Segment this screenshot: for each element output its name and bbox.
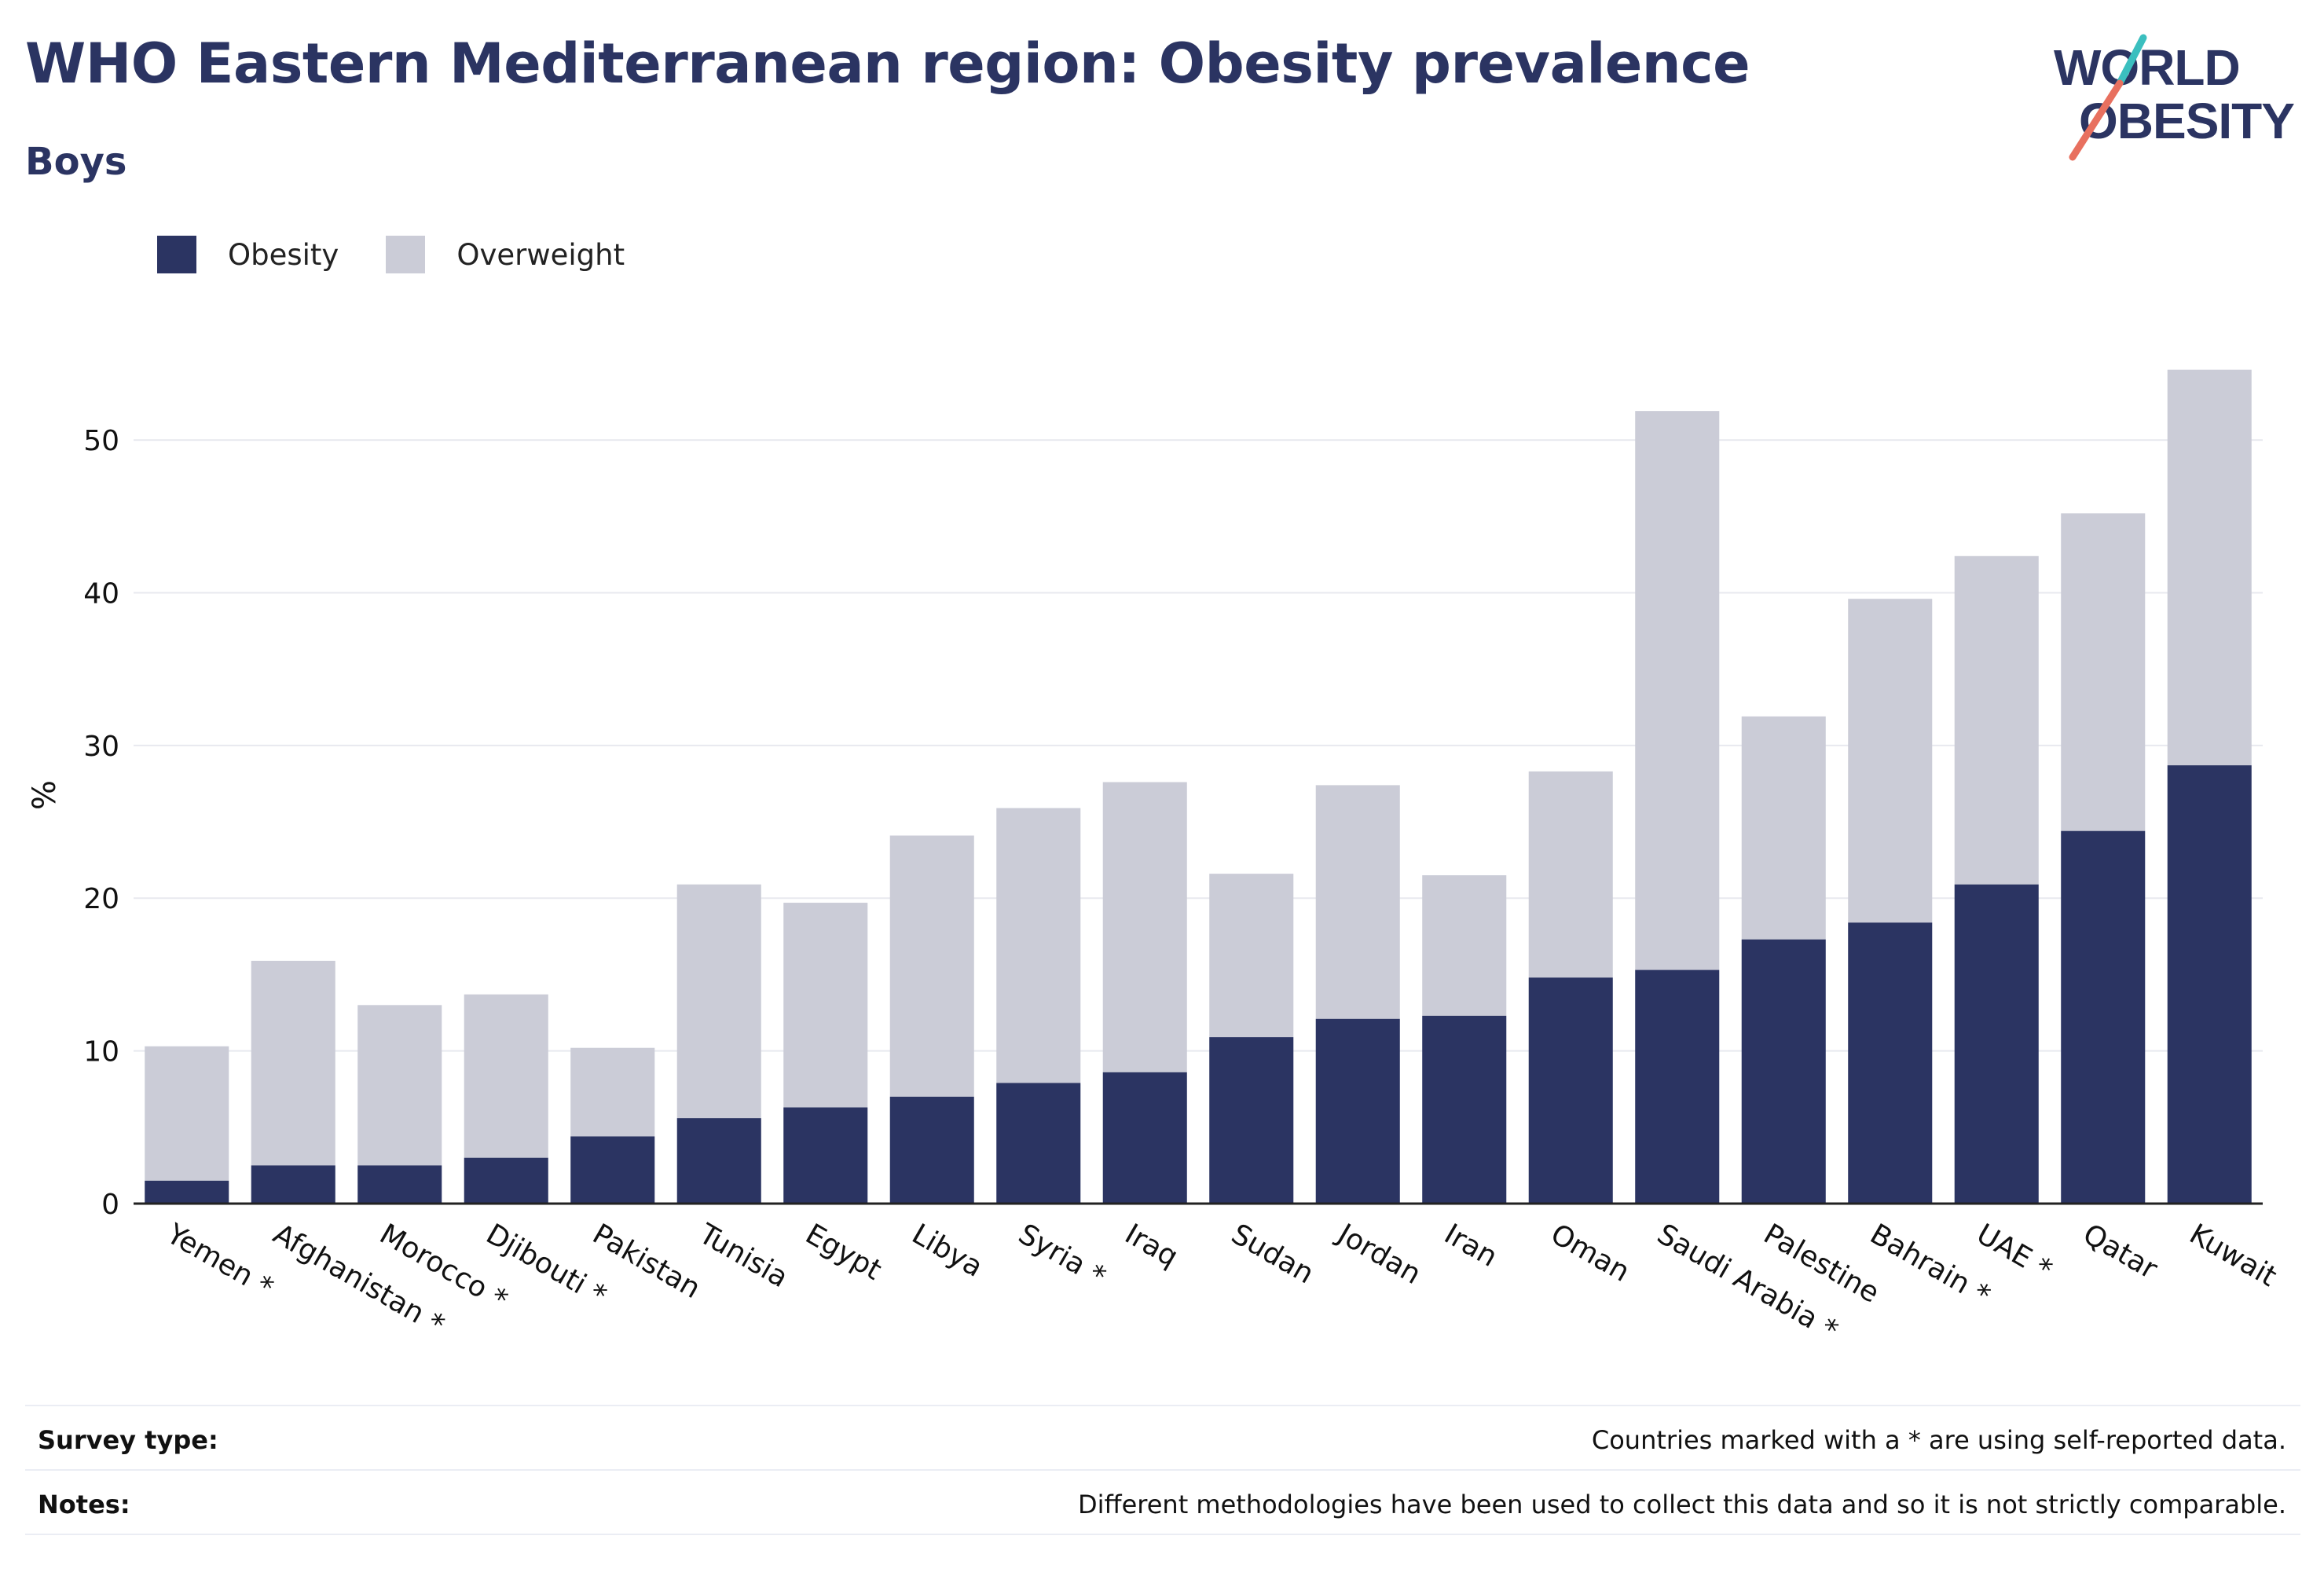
y-tick-label: 20 — [83, 883, 119, 915]
bar-overweight — [1848, 599, 1933, 923]
bar-obesity — [676, 1118, 761, 1204]
bar-obesity — [1741, 939, 1826, 1204]
x-tick-label: Sudan — [1226, 1218, 1319, 1290]
world-obesity-logo: WORLD OBESITY — [2054, 34, 2295, 161]
x-tick-label: Jordan — [1331, 1217, 1426, 1291]
bar-obesity — [1528, 977, 1613, 1204]
x-tick-label: Qatar — [2077, 1218, 2162, 1285]
logo-text-world: WORLD — [2054, 39, 2240, 96]
x-tick-label: Iran — [1439, 1218, 1502, 1274]
chart-title: WHO Eastern Mediterranean region: Obesit… — [25, 31, 1750, 96]
bar-obesity — [1209, 1037, 1294, 1204]
bar-overweight — [570, 1047, 655, 1137]
bar-chart: 0 10 20 30 40 50 Yemen *Afghanistan *Morocco … — [27, 369, 2282, 1347]
x-tick-label: Kuwait — [2184, 1218, 2282, 1293]
bar-obesity — [1635, 969, 1720, 1204]
y-axis-label: % — [27, 780, 63, 810]
bar-overweight — [2061, 513, 2146, 831]
legend-label-obesity: Obesity — [228, 237, 339, 272]
footer-divider-middle — [25, 1469, 2300, 1471]
x-tick-label: Yemen * — [160, 1218, 278, 1304]
bar-obesity — [889, 1096, 974, 1204]
bar-obesity — [2167, 765, 2252, 1204]
bar-obesity — [2061, 830, 2146, 1204]
bar-overweight — [251, 960, 335, 1166]
bar-overweight — [1528, 771, 1613, 978]
y-tick-label: 40 — [83, 577, 119, 610]
bar-obesity — [570, 1136, 655, 1204]
notes-label: Notes: — [38, 1490, 130, 1519]
bar-overweight — [1954, 555, 2039, 885]
x-tick-label: Syria * — [1013, 1218, 1111, 1293]
bar-obesity — [1848, 922, 1933, 1204]
survey-type-text: Countries marked with a * are using self… — [1591, 1425, 2286, 1455]
x-tick-label: Egypt — [800, 1218, 886, 1286]
survey-type-label: Survey type: — [38, 1425, 218, 1455]
y-tick-label: 50 — [83, 425, 119, 457]
bar-overweight — [1102, 782, 1187, 1072]
bar-overweight — [1422, 875, 1507, 1016]
bar-obesity — [1102, 1072, 1187, 1204]
chart-subtitle: Boys — [25, 140, 127, 184]
bar-obesity — [996, 1083, 1081, 1204]
logo-slash-coral — [2069, 79, 2124, 161]
legend-item-overweight: Overweight — [386, 236, 625, 273]
bar-overweight — [1635, 411, 1720, 970]
y-tick-label: 0 — [101, 1189, 119, 1221]
legend-item-obesity: Obesity — [157, 236, 339, 273]
legend-swatch-obesity — [157, 236, 196, 273]
bar-obesity — [1315, 1018, 1400, 1204]
bar-overweight — [1209, 874, 1294, 1038]
footer-divider-top — [25, 1405, 2300, 1406]
x-tick-label: UAE * — [1971, 1218, 2058, 1286]
bar-obesity — [783, 1107, 868, 1204]
y-tick-label: 30 — [83, 731, 119, 763]
bars — [145, 369, 2252, 1204]
bar-obesity — [1954, 884, 2039, 1204]
footer-divider-bottom — [25, 1534, 2300, 1535]
x-tick-label: Bahrain * — [1864, 1218, 1996, 1312]
bar-obesity — [1422, 1015, 1507, 1204]
x-tick-label: Iraq — [1120, 1218, 1183, 1274]
x-tick-label: Libya — [907, 1218, 988, 1284]
bar-overweight — [357, 1005, 442, 1166]
gridlines — [134, 439, 2263, 1052]
x-axis-ticks: Yemen *Afghanistan *Morocco *Djibouti *P… — [160, 1217, 2282, 1347]
legend-swatch-overweight — [386, 236, 426, 273]
bar-overweight — [996, 808, 1081, 1083]
bar-overweight — [1315, 785, 1400, 1019]
bar-overweight — [145, 1046, 229, 1181]
bar-obesity — [145, 1180, 229, 1204]
y-tick-label: 10 — [83, 1036, 119, 1068]
x-tick-label: Tunisia — [693, 1218, 794, 1294]
chart-legend: Obesity Overweight — [157, 234, 672, 275]
bar-obesity — [357, 1165, 442, 1204]
x-tick-label: Saudi Arabia * — [1651, 1218, 1843, 1347]
bar-overweight — [464, 994, 548, 1158]
bar-overweight — [783, 903, 868, 1108]
logo-slash-teal — [2116, 34, 2147, 87]
legend-label-overweight: Overweight — [456, 237, 625, 272]
bar-overweight — [889, 835, 974, 1097]
bar-overweight — [2167, 369, 2252, 766]
bar-overweight — [1741, 716, 1826, 940]
bar-obesity — [251, 1165, 335, 1204]
bar-obesity — [464, 1157, 548, 1204]
x-tick-label: Oman — [1545, 1218, 1635, 1288]
bar-overweight — [676, 884, 761, 1119]
logo-text-obesity: OBESITY — [2079, 93, 2294, 149]
y-axis-ticks: 0 10 20 30 40 50 — [83, 425, 119, 1221]
notes-text: Different methodologies have been used t… — [1078, 1490, 2286, 1519]
